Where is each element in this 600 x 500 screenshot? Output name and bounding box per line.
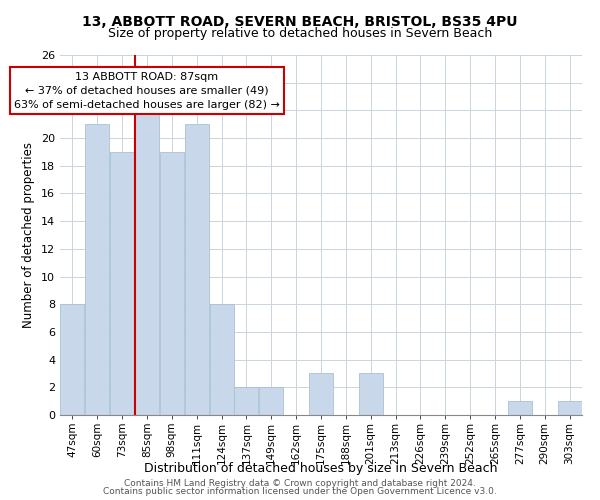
Bar [508, 401, 532, 415]
Bar [135, 110, 159, 415]
Text: Contains HM Land Registry data © Crown copyright and database right 2024.: Contains HM Land Registry data © Crown c… [124, 478, 476, 488]
Bar [259, 388, 283, 415]
Bar [61, 304, 85, 415]
Bar [160, 152, 184, 415]
Text: Size of property relative to detached houses in Severn Beach: Size of property relative to detached ho… [108, 28, 492, 40]
Bar [557, 401, 581, 415]
Bar [359, 374, 383, 415]
Text: Distribution of detached houses by size in Severn Beach: Distribution of detached houses by size … [144, 462, 498, 475]
Bar [209, 304, 233, 415]
Bar [85, 124, 109, 415]
Y-axis label: Number of detached properties: Number of detached properties [22, 142, 35, 328]
Bar [185, 124, 209, 415]
Text: 13 ABBOTT ROAD: 87sqm
← 37% of detached houses are smaller (49)
63% of semi-deta: 13 ABBOTT ROAD: 87sqm ← 37% of detached … [14, 72, 280, 110]
Bar [309, 374, 333, 415]
Text: Contains public sector information licensed under the Open Government Licence v3: Contains public sector information licen… [103, 487, 497, 496]
Bar [110, 152, 134, 415]
Bar [235, 388, 259, 415]
Text: 13, ABBOTT ROAD, SEVERN BEACH, BRISTOL, BS35 4PU: 13, ABBOTT ROAD, SEVERN BEACH, BRISTOL, … [82, 15, 518, 29]
